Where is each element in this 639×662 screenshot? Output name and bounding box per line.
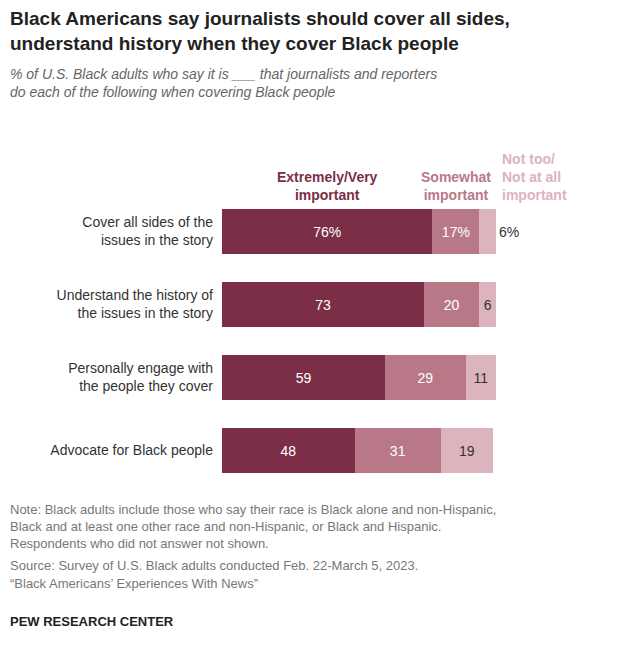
- svg-text:19: 19: [459, 443, 475, 459]
- svg-text:Advocate for Black people: Advocate for Black people: [50, 442, 213, 458]
- svg-text:PEW RESEARCH CENTER: PEW RESEARCH CENTER: [10, 614, 174, 629]
- svg-text:Personally engage withthe peop: Personally engage withthe people they co…: [68, 360, 213, 394]
- svg-text:20: 20: [444, 297, 460, 313]
- svg-text:% of U.S. Black adults who say: % of U.S. Black adults who say it is ___…: [10, 66, 437, 100]
- svg-text:17%: 17%: [442, 224, 470, 240]
- svg-text:Note: Black adults include tho: Note: Black adults include those who say…: [10, 502, 496, 551]
- svg-text:6: 6: [484, 297, 492, 313]
- svg-text:31: 31: [390, 443, 406, 459]
- svg-text:29: 29: [418, 370, 434, 386]
- svg-text:11: 11: [473, 370, 488, 386]
- svg-text:59: 59: [296, 370, 312, 386]
- svg-text:Black Americans say journalist: Black Americans say journalists should c…: [10, 8, 510, 54]
- svg-text:73: 73: [315, 297, 331, 313]
- svg-text:Extremely/Veryimportant: Extremely/Veryimportant: [277, 169, 378, 203]
- svg-text:“Black Americans’ Experiences: “Black Americans’ Experiences With News”: [10, 576, 258, 591]
- svg-text:6%: 6%: [499, 224, 519, 240]
- svg-text:Source: Survey of U.S. Black a: Source: Survey of U.S. Black adults cond…: [10, 558, 418, 573]
- svg-text:Understand the history ofthe i: Understand the history ofthe issues in t…: [57, 287, 214, 321]
- svg-text:Somewhatimportant: Somewhatimportant: [421, 169, 491, 203]
- svg-text:Not too/Not at allimportant: Not too/Not at allimportant: [502, 151, 567, 203]
- svg-text:76%: 76%: [313, 224, 341, 240]
- svg-text:48: 48: [281, 443, 297, 459]
- svg-text:Cover all sides of theissues i: Cover all sides of theissues in the stor…: [82, 214, 213, 248]
